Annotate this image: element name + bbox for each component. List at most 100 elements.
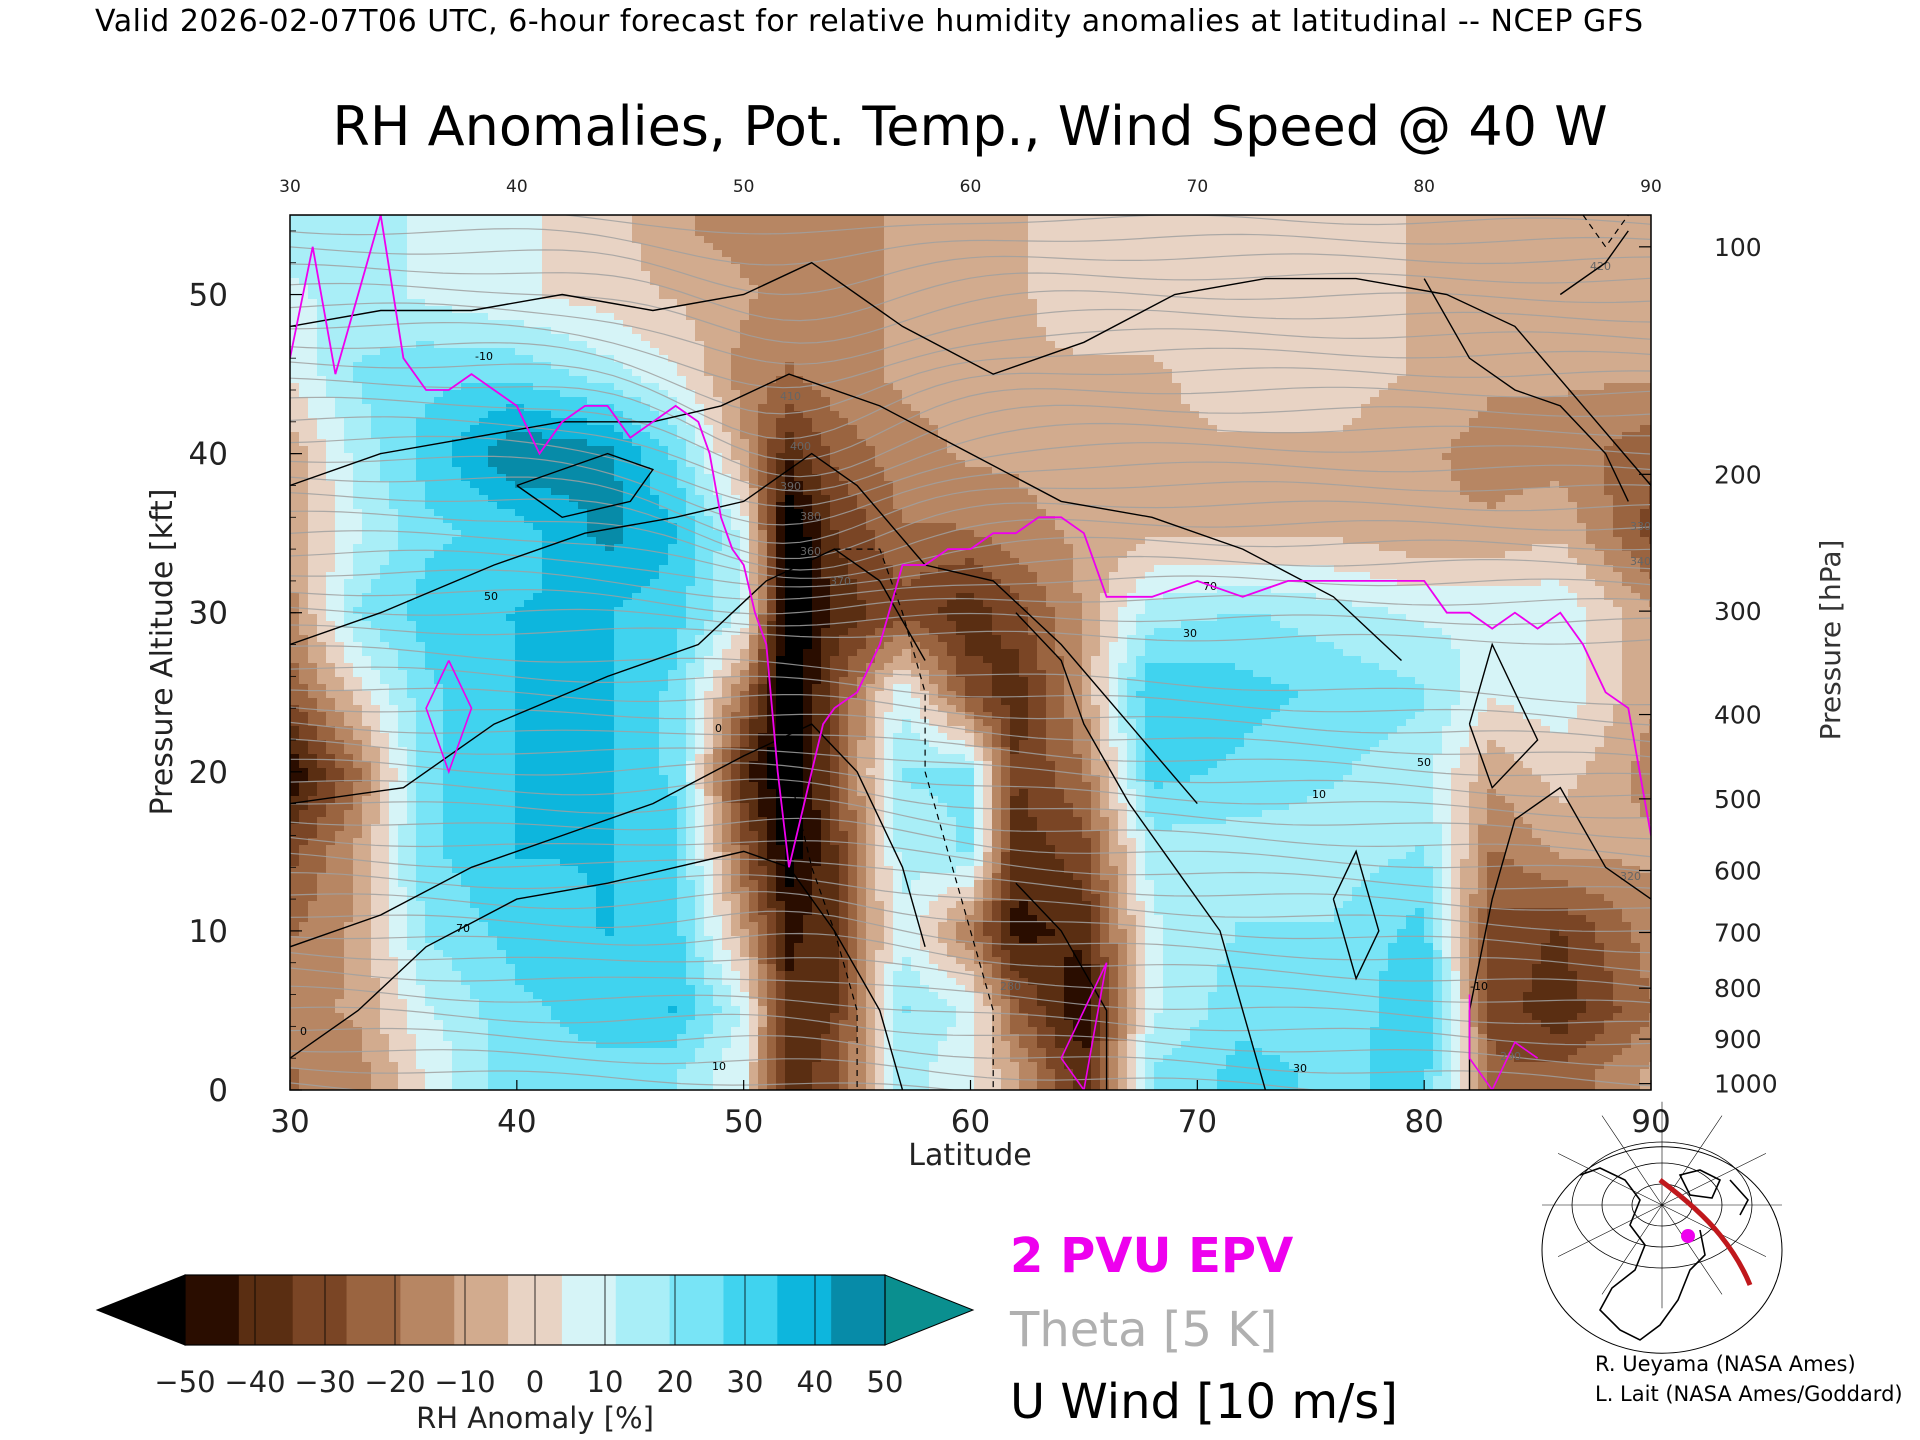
pressure-tick-label: 700 [1714, 919, 1762, 948]
credit-line-2: L. Lait (NASA Ames/Goddard) [1595, 1382, 1903, 1406]
epv-contour [1060, 962, 1108, 1090]
colorbar-tick-label: −30 [294, 1365, 355, 1399]
theta-contour-label: 390 [780, 480, 801, 493]
epv-series-line [290, 215, 1651, 868]
wind-contour [1468, 642, 1539, 790]
wind-contour-label: 30 [1183, 627, 1197, 640]
colorbar-tick-label: −20 [364, 1365, 425, 1399]
theta-contour [290, 932, 1651, 988]
theta-contour [290, 361, 1651, 440]
colorbar-tick-label: 50 [867, 1365, 904, 1399]
y-tick-label: 30 [189, 596, 228, 632]
colorbar-tick-label: 10 [587, 1365, 624, 1399]
theta-contour-label: 330 [1630, 520, 1651, 533]
colorbar-swatch [454, 1275, 509, 1345]
theta-contour [290, 645, 1651, 706]
theta-contour [290, 569, 1651, 601]
colorbar-swatch [400, 1275, 455, 1345]
wind-contour-negative [1582, 215, 1629, 248]
colorbar-swatch [561, 1275, 617, 1345]
y-tick-label: 40 [189, 437, 228, 473]
theta-contour [290, 263, 1651, 322]
theta-contour [290, 510, 1651, 571]
wind-contour [290, 723, 926, 948]
y-tick-label: 10 [189, 914, 228, 950]
wind-contour-label: -10 [1470, 980, 1488, 993]
x-axis-label: Latitude [908, 1138, 1031, 1173]
theta-contour [290, 377, 1651, 461]
wind-contour-label: 10 [1312, 788, 1326, 801]
x-top-tick-label: 70 [1187, 177, 1209, 197]
x-top-tick-label: 30 [279, 177, 301, 197]
colorbar-label: RH Anomaly [%] [416, 1401, 654, 1435]
theta-contour [290, 666, 1651, 726]
pressure-tick-label: 400 [1714, 701, 1762, 730]
theta-contour [290, 215, 1651, 235]
x-tick-label: 60 [951, 1104, 990, 1140]
colorbar-over-arrow [884, 1274, 975, 1346]
theta-contour [290, 796, 1651, 858]
theta-contour [290, 687, 1651, 743]
wind-contour-negative [788, 771, 858, 1090]
x-tick-label: 50 [724, 1104, 763, 1140]
colorbar-tick-label: −10 [434, 1365, 495, 1399]
colorbar: −50 −40 −30 −20 −10 0 10 20 30 40 50 [95, 1274, 975, 1399]
pressure-tick-label: 800 [1714, 974, 1762, 1003]
wind-contour [290, 452, 1198, 805]
map-graticule [1557, 1204, 1663, 1257]
legend-theta: Theta [5 K] [1010, 1302, 1278, 1358]
theta-contour-label: 400 [790, 440, 811, 453]
wind-contour [1015, 882, 1108, 1090]
theta-contour [290, 778, 1651, 840]
x-tick-label: 30 [270, 1104, 309, 1140]
wind-contour-label: -10 [475, 350, 493, 363]
pressure-tick-label: 500 [1714, 785, 1762, 814]
theta-contour-label: 280 [1000, 980, 1021, 993]
colorbar-swatch [831, 1275, 886, 1345]
theta-contour [290, 549, 1651, 588]
y-tick-label: 50 [189, 278, 228, 314]
theta-contour-label: 340 [1630, 555, 1651, 568]
colorbar-tick-label: 30 [727, 1365, 764, 1399]
theta-contour [290, 891, 1651, 954]
wind-contour-negative [834, 548, 994, 1090]
colorbar-tick-label: 20 [657, 1365, 694, 1399]
wind-contour-label: 10 [712, 1060, 726, 1073]
theta-contour [290, 476, 1651, 545]
chart-title: RH Anomalies, Pot. Temp., Wind Speed @ 4… [332, 95, 1607, 158]
pressure-tick-label: 300 [1714, 597, 1762, 626]
x-top-tick-label: 80 [1413, 177, 1435, 197]
x-tick-label: 90 [1631, 1104, 1670, 1140]
wind-contour-label: 50 [1417, 756, 1431, 769]
colorbar-swatch [777, 1275, 832, 1345]
theta-contour [290, 1049, 1321, 1090]
theta-contour [290, 246, 1651, 296]
map-coastline [1579, 1167, 1749, 1341]
colorbar-swatch [346, 1275, 401, 1345]
theta-contour [290, 606, 1651, 627]
inset-locator-map [1541, 1101, 1783, 1354]
colorbar-swatch [615, 1275, 671, 1345]
wind-contour-label: 70 [456, 922, 470, 935]
wind-contour [516, 452, 655, 519]
theta-contour [290, 817, 1651, 873]
wind-contour-label: 30 [1293, 1062, 1307, 1075]
y-tick-label: 20 [189, 755, 228, 791]
theta-contour [290, 321, 1651, 389]
theta-contour [290, 455, 1651, 526]
theta-contour-label: 410 [780, 390, 801, 403]
x-tick-label: 80 [1404, 1104, 1443, 1140]
y-tick-label: 0 [208, 1073, 228, 1109]
theta-contour [290, 435, 1651, 508]
map-graticule [1601, 1115, 1663, 1206]
theta-contour [290, 872, 1651, 933]
x-tick-label: 70 [1178, 1104, 1217, 1140]
wind-contour [290, 261, 1651, 486]
wind-contour [1332, 849, 1380, 981]
theta-contour [290, 302, 1651, 365]
epv-contour [1468, 994, 1539, 1090]
wind-contour-label: 50 [484, 590, 498, 603]
